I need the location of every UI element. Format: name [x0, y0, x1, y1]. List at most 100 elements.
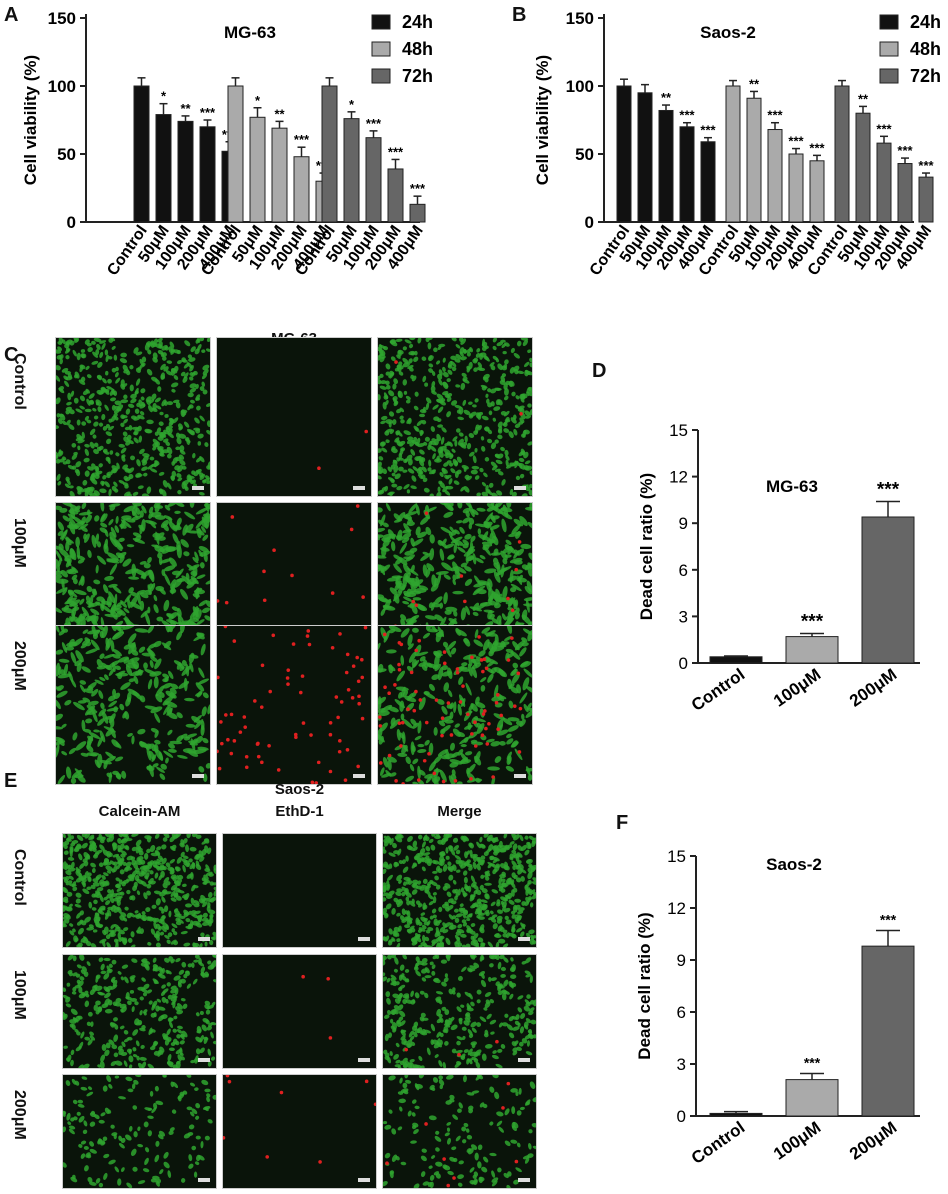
live-cell	[118, 1135, 123, 1142]
live-cell	[202, 912, 208, 919]
live-cell	[473, 367, 478, 372]
live-cell	[153, 676, 159, 689]
live-cell	[410, 990, 414, 998]
live-cell	[397, 1004, 404, 1011]
live-cell	[483, 1156, 489, 1163]
live-cell	[503, 897, 508, 902]
live-cell	[166, 1028, 171, 1036]
live-cell	[153, 1102, 158, 1110]
live-cell	[521, 713, 525, 721]
live-cell	[500, 973, 506, 978]
live-cell	[454, 917, 460, 923]
live-cell	[82, 888, 90, 895]
dead-cell	[300, 674, 305, 678]
live-cell	[195, 1115, 200, 1120]
live-cell	[100, 522, 108, 528]
dead-cell	[290, 573, 294, 578]
live-cell	[91, 340, 96, 345]
live-cell	[452, 590, 464, 595]
live-cell	[421, 1148, 427, 1153]
live-cell	[527, 896, 533, 901]
live-cell	[76, 485, 81, 491]
live-cell	[421, 1017, 429, 1021]
live-cell	[128, 587, 134, 594]
live-cell	[393, 554, 401, 560]
live-cell	[381, 415, 388, 421]
live-cell	[169, 870, 174, 875]
live-cell	[392, 459, 398, 467]
live-cell	[72, 955, 77, 962]
live-cell	[148, 877, 154, 885]
live-cell	[525, 1051, 533, 1056]
live-cell	[492, 345, 497, 351]
live-cell	[148, 570, 155, 581]
live-cell	[105, 424, 111, 429]
live-cell	[477, 1144, 483, 1151]
live-cell	[87, 735, 94, 746]
live-cell	[123, 607, 130, 614]
live-cell	[135, 1040, 140, 1047]
live-cell	[182, 748, 197, 754]
live-cell	[149, 660, 154, 669]
live-cell	[195, 397, 200, 401]
live-cell	[161, 344, 168, 351]
live-cell	[497, 399, 503, 406]
live-cell	[148, 1027, 153, 1036]
live-cell	[195, 863, 202, 871]
live-cell	[144, 1157, 149, 1166]
live-cell	[504, 554, 512, 558]
live-cell	[89, 1031, 94, 1036]
live-cell	[400, 713, 405, 721]
live-cell	[79, 919, 84, 924]
live-cell	[529, 938, 535, 945]
live-cell	[195, 519, 204, 529]
live-cell	[148, 404, 153, 413]
live-cell	[420, 1012, 426, 1018]
live-cell	[490, 365, 496, 371]
live-cell	[462, 543, 469, 549]
live-cell	[120, 976, 125, 981]
live-cell	[95, 890, 101, 896]
live-cell	[75, 461, 82, 468]
live-cell	[480, 436, 485, 441]
live-cell	[105, 865, 113, 871]
live-cell	[526, 702, 532, 711]
live-cell	[114, 756, 124, 762]
live-cell	[130, 398, 137, 404]
live-cell	[89, 473, 95, 481]
live-cell	[117, 906, 122, 914]
dead-cell	[480, 733, 485, 738]
live-cell	[517, 575, 523, 585]
live-cell	[387, 940, 393, 946]
live-cell	[69, 903, 73, 908]
live-cell	[448, 478, 453, 485]
live-cell	[382, 522, 389, 528]
live-cell	[437, 446, 443, 454]
live-cell	[83, 728, 92, 733]
live-cell	[63, 375, 69, 381]
live-cell	[95, 923, 102, 929]
live-cell	[411, 475, 417, 482]
live-cell	[417, 748, 427, 753]
live-cell	[515, 855, 520, 862]
live-cell	[199, 386, 205, 391]
significance-label: *	[161, 89, 167, 104]
live-cell	[75, 892, 82, 898]
dead-cell	[516, 671, 521, 676]
live-cell	[385, 893, 393, 899]
live-cell	[409, 1058, 415, 1063]
live-cell	[400, 1161, 407, 1166]
live-cell	[483, 1007, 488, 1011]
live-cell	[171, 606, 180, 612]
live-cell	[502, 943, 509, 949]
live-cell	[467, 885, 472, 893]
live-cell	[511, 1041, 517, 1047]
live-cell	[139, 448, 145, 455]
live-cell	[188, 1124, 195, 1130]
live-cell	[425, 567, 431, 578]
live-cell	[133, 568, 147, 576]
live-cell	[88, 901, 93, 909]
live-cell	[100, 1054, 106, 1062]
y-tick-label: 15	[669, 421, 688, 440]
live-cell	[500, 966, 507, 972]
